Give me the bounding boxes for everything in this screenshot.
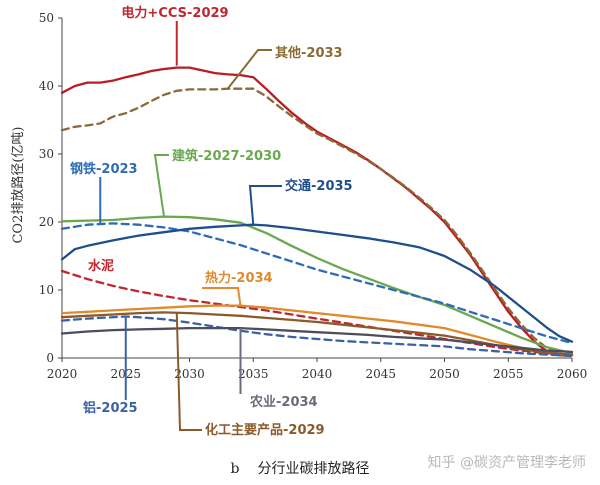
y-tick-label: 50 (39, 11, 54, 25)
watermark: 知乎 @碳资产管理李老师 (427, 455, 586, 471)
series-layer (60, 66, 574, 358)
series-annotation-label: 水泥 (88, 258, 114, 274)
x-tick-label: 2020 (47, 367, 78, 381)
series-line-3 (60, 215, 574, 355)
y-tick-label: 0 (46, 351, 54, 365)
x-tick-label: 2055 (493, 367, 524, 381)
series-annotation-label: 电力+CCS-2029 (121, 5, 228, 21)
annotation-layer: 电力+CCS-2029 其他-2033 钢铁-2023 建筑-2027-2030交通-… (70, 5, 353, 438)
annotation-leader (175, 312, 202, 431)
series-line-10 (60, 326, 574, 354)
series-annotation-label: 钢铁-2023 (70, 161, 138, 177)
x-tick-label: 2050 (429, 367, 460, 381)
series-annotation-label: 其他-2033 (275, 45, 343, 61)
y-axis-title: CO2排放路径(亿吨) (10, 126, 26, 243)
caption-text: 分行业碳排放路径 (257, 461, 370, 477)
series-line-4 (60, 222, 574, 345)
y-tick-label: 20 (39, 215, 54, 229)
annotation-leader (202, 287, 242, 306)
series-annotation-label: 化工主要产品-2029 (205, 422, 325, 438)
series-line-2 (60, 87, 574, 356)
y-tick-label: 10 (39, 283, 54, 297)
series-line-5 (60, 223, 574, 343)
series-line-6 (60, 269, 574, 357)
caption-letter: b (230, 461, 240, 477)
annotation-leader (248, 185, 282, 225)
x-tick-label: 2035 (238, 367, 269, 381)
series-annotation-label: 农业-2034 (249, 394, 318, 410)
y-tick-label: 30 (39, 147, 54, 161)
series-line-7 (60, 304, 574, 357)
series-annotation-label: 建筑-2027-2030 (172, 148, 281, 164)
y-tick-label: 40 (39, 79, 54, 93)
x-tick-label: 2060 (557, 367, 588, 381)
series-annotation-label: 铝-2025 (83, 400, 138, 416)
x-tick-label: 2030 (174, 367, 205, 381)
series-annotation-label: 热力-2034 (205, 270, 273, 286)
series-annotation-label: 交通-2035 (285, 178, 353, 194)
series-line-9 (60, 315, 574, 358)
annotation-leader (153, 154, 169, 217)
x-tick-label: 2040 (302, 367, 333, 381)
x-tick-label: 2045 (365, 367, 396, 381)
annotation-leader (226, 49, 272, 90)
figure-caption: b 分行业碳排放路径 (0, 458, 600, 478)
